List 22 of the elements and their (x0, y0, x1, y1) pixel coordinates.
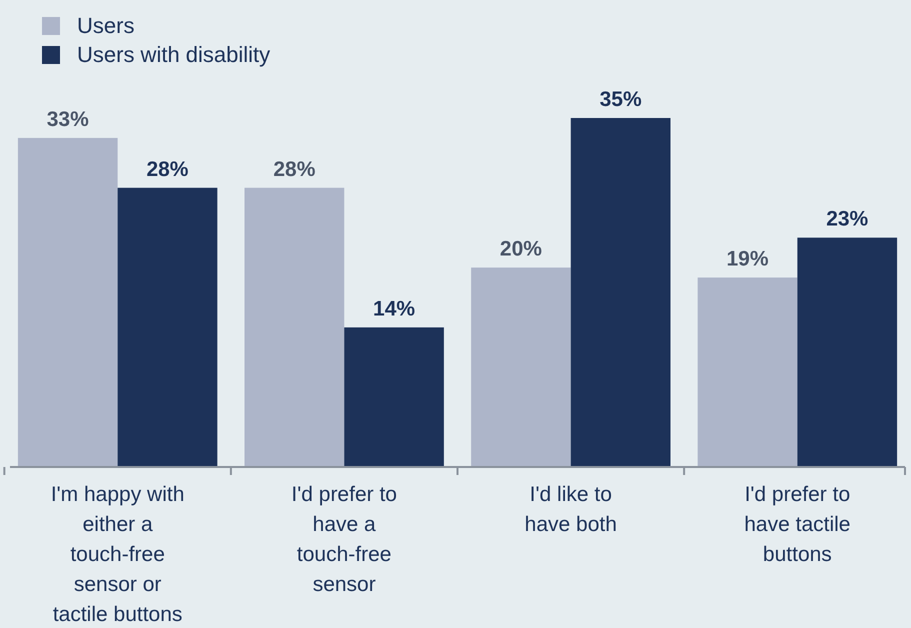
bar (471, 268, 571, 467)
data-label: 23% (826, 208, 869, 231)
data-label: 35% (600, 88, 642, 111)
data-label: 19% (726, 248, 769, 271)
data-label: 28% (146, 158, 189, 181)
bar (344, 327, 444, 467)
data-label: 14% (373, 297, 416, 320)
bar (797, 238, 898, 467)
bar (244, 188, 344, 467)
legend-label: Users (77, 13, 134, 38)
x-tick-label: I'd prefer to have tactile buttons (744, 483, 850, 566)
x-tick-label: I'd prefer to have a touch-free sensor (291, 483, 397, 596)
x-tick-label: I'd like to have both (524, 483, 617, 536)
bar (698, 278, 798, 467)
data-label: 20% (500, 238, 542, 261)
x-tick-label: I'm happy with either a touch-free sensor or tactile buttons (50, 483, 184, 626)
data-label: 33% (46, 108, 90, 131)
bar (570, 118, 670, 467)
bar (118, 188, 218, 467)
legend-label: Users with disability (77, 42, 270, 67)
data-label: 28% (273, 158, 316, 181)
bar (18, 138, 118, 467)
